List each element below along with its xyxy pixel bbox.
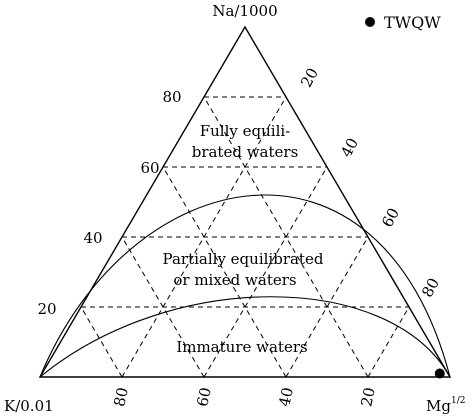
region-label-partial-2: or mixed waters — [173, 271, 296, 289]
grid-line-k — [80, 306, 123, 378]
right-tick-label: 60 — [378, 205, 403, 230]
bottom-tick-label: 60 — [193, 386, 215, 408]
region-label-partial-1: Partially equilibrated — [163, 250, 324, 268]
data-points — [434, 368, 445, 379]
triangle-frame — [38, 25, 452, 378]
legend-marker — [365, 17, 375, 27]
grid-line-mg — [285, 236, 369, 378]
immature-boundary-curve — [39, 296, 451, 378]
bottom-tick-labels: 80 60 40 20 — [110, 386, 379, 408]
region-label-immature: Immature waters — [176, 338, 307, 356]
right-tick-label: 20 — [297, 65, 322, 90]
legend: TWQW — [365, 13, 441, 32]
vertex-label-na: Na/1000 — [212, 2, 277, 20]
bottom-tick-label: 20 — [357, 386, 379, 408]
vertex-label-mg-sup: 1/2 — [451, 396, 465, 406]
region-label-full-2: brated waters — [192, 143, 299, 161]
left-tick-label: 20 — [37, 300, 56, 318]
bottom-tick-label: 80 — [110, 386, 132, 408]
grid-line-mg — [367, 306, 410, 378]
bottom-tick-label: 40 — [275, 386, 297, 408]
left-tick-label: 60 — [140, 159, 159, 177]
right-tick-label: 80 — [418, 275, 443, 300]
grid-line-k — [121, 236, 205, 378]
left-tick-label: 40 — [83, 229, 102, 247]
grid-lines — [80, 96, 410, 378]
region-label-full-1: Fully equili- — [200, 122, 291, 140]
full-equilibrium-curve — [39, 194, 451, 378]
legend-label: TWQW — [384, 13, 441, 32]
vertex-label-k: K/0.01 — [4, 397, 54, 415]
vertex-label-mg-base: Mg — [426, 397, 451, 415]
left-tick-labels: 80 60 40 20 — [37, 88, 181, 318]
grid-line-k — [162, 166, 287, 378]
data-point — [434, 368, 445, 379]
grid-line-mg — [203, 166, 328, 378]
right-tick-label: 40 — [337, 135, 362, 160]
vertex-label-mg: Mg1/2 — [426, 396, 465, 415]
left-tick-label: 80 — [162, 88, 181, 106]
